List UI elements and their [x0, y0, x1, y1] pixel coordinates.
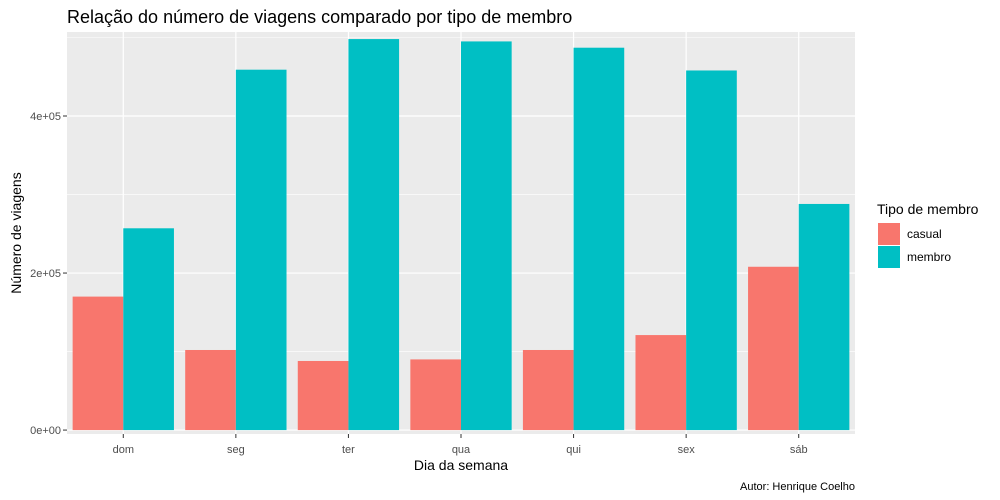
y-axis: 0e+00 2e+05 4e+05	[30, 111, 67, 437]
bar-membro-sáb	[798, 203, 850, 431]
bar-casual-sáb	[748, 266, 799, 431]
x-axis: dom seg ter qua qui sex sáb	[113, 434, 808, 456]
chart-title: Relação do número de viagens comparado p…	[67, 7, 572, 27]
bar-membro-qua	[461, 41, 512, 431]
x-axis-title: Dia da semana	[414, 457, 508, 473]
bar-casual-dom	[72, 296, 124, 431]
x-tick-label: qua	[452, 444, 471, 456]
caption: Autor: Henrique Coelho	[740, 481, 855, 493]
bar-casual-qui	[522, 349, 574, 431]
legend: casual membro	[878, 223, 951, 268]
x-tick-label: sex	[678, 444, 696, 456]
x-tick-label: sáb	[790, 444, 808, 456]
legend-swatch-membro	[878, 246, 900, 268]
bar-casual-seg	[185, 349, 236, 431]
x-tick-label: qui	[566, 444, 581, 456]
bar-casual-qua	[410, 359, 461, 431]
legend-label-casual: casual	[907, 227, 942, 241]
y-tick-label: 2e+05	[30, 268, 61, 280]
bar-membro-dom	[123, 228, 174, 431]
legend-title: Tipo de membro	[877, 201, 979, 217]
x-tick-label: seg	[227, 444, 245, 456]
bar-membro-sex	[686, 70, 737, 431]
bar-casual-ter	[297, 360, 349, 431]
bar-membro-seg	[235, 69, 287, 431]
legend-swatch-casual	[878, 223, 900, 245]
y-tick-label: 4e+05	[30, 111, 61, 123]
bar-casual-sex	[635, 335, 687, 431]
bars	[72, 39, 850, 431]
bar-membro-ter	[348, 39, 400, 431]
x-tick-label: dom	[113, 444, 134, 456]
y-tick-label: 0e+00	[30, 425, 61, 437]
bar-membro-qui	[573, 47, 625, 431]
x-tick-label: ter	[342, 444, 355, 456]
y-axis-title: Número de viagens	[8, 172, 24, 293]
legend-label-membro: membro	[907, 250, 951, 264]
